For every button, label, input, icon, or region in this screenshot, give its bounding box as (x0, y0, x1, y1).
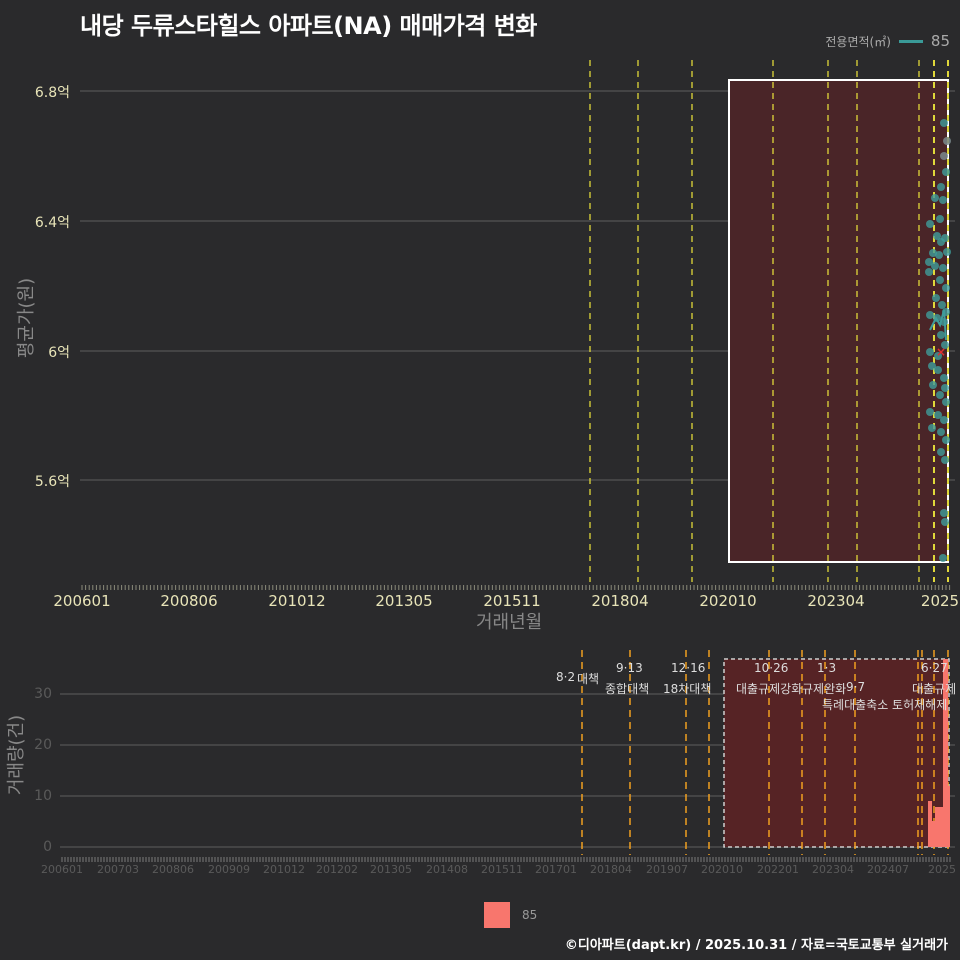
policy-annotation-date: 12·16 (671, 661, 706, 675)
volume-bars (928, 659, 950, 847)
y-tick-label: 0 (43, 839, 52, 855)
policy-lines (589, 60, 949, 582)
scatter-points-grey (940, 137, 951, 160)
x-tick-label: 202304 (807, 592, 865, 610)
x-tick-label: 201511 (483, 592, 541, 610)
x-tick-label: 2025 (928, 863, 956, 876)
policy-annotation-date: 10·26 (754, 661, 789, 675)
price-scatter-chart: × (80, 60, 955, 590)
x-tick-label: 201804 (591, 592, 649, 610)
x-tick-label: 200601 (53, 592, 111, 610)
y-tick-label: 5.6억 (34, 474, 70, 490)
policy-annotation-label: 종합대책 (605, 682, 650, 696)
x-tick-label: 201804 (590, 863, 632, 876)
x-minor-ticks (81, 585, 951, 590)
x-tick-label: 201305 (375, 592, 433, 610)
policy-annotation-label: 18차대책 (663, 682, 712, 696)
y-axis-title: 평균가(원) (16, 277, 37, 359)
x-tick-label: 200806 (152, 863, 194, 876)
y-axis-title: 거래량(건) (6, 714, 27, 796)
policy-annotation-label: 특례대출축소 토허제해제 (822, 698, 948, 712)
x-tick-label: 202010 (701, 863, 743, 876)
highlight-period-box (723, 658, 950, 848)
volume-legend: 85 (484, 902, 537, 928)
x-tick-label: 201907 (646, 863, 688, 876)
legend-value: 85 (522, 908, 538, 922)
source-credit: ©디아파트(dapt.kr) / 2025.10.31 / 자료=국토교통부 실… (564, 938, 948, 953)
policy-annotation-date: 9·13 (616, 661, 643, 675)
y-tick-label: 10 (34, 788, 52, 804)
x-tick-label: 201202 (316, 863, 358, 876)
policy-annotation-date: 1·3 (817, 661, 837, 675)
x-tick-label: 202407 (867, 863, 909, 876)
x-tick-label: 201408 (426, 863, 468, 876)
trend-line (929, 309, 947, 341)
x-tick-label: 202010 (699, 592, 757, 610)
highlight-marker-x-icon: × (936, 345, 946, 359)
x-tick-label: 201012 (263, 863, 305, 876)
legend-value: 85 (930, 32, 950, 50)
legend-title: 전용면적(㎡) (825, 34, 891, 49)
x-tick-label: 200806 (160, 592, 218, 610)
chart-title: 내당 두류스타힐스 아파트(NA) 매매가격 변화 (80, 12, 537, 40)
scatter-points (925, 119, 951, 562)
y-tick-label: 20 (34, 737, 52, 753)
volume-bar-chart (60, 650, 955, 862)
policy-annotation-date: 9·7 (846, 680, 866, 694)
highlight-period-box (728, 79, 949, 563)
x-minor-ticks (61, 857, 951, 862)
policy-annotation-label: 규제완화 (802, 682, 847, 696)
x-tick-label: 201012 (268, 592, 326, 610)
x-tick-label: 202201 (757, 863, 799, 876)
x-tick-label: 201511 (481, 863, 523, 876)
x-axis-title: 거래년월 (476, 612, 543, 633)
x-tick-label: 201305 (370, 863, 412, 876)
legend-line-icon (898, 39, 923, 43)
legend-swatch-icon (484, 902, 510, 928)
area-legend: 전용면적(㎡) 85 (825, 32, 950, 50)
policy-annotation-label: 대출규제강화 (736, 682, 803, 696)
x-tick-label: 200909 (208, 863, 250, 876)
y-tick-label: 30 (34, 686, 52, 702)
x-tick-label: 201701 (535, 863, 577, 876)
y-tick-label: 6억 (48, 345, 70, 361)
policy-annotation-label: 대출규제 (912, 682, 957, 696)
x-tick-label: 200703 (97, 863, 139, 876)
y-tick-label: 6.8억 (34, 85, 70, 101)
x-tick-label: 202304 (812, 863, 854, 876)
x-tick-label: 200601 (41, 863, 83, 876)
x-tick-label: 2025 (920, 592, 960, 610)
policy-annotation-date: 8·2 (556, 670, 576, 684)
policy-annotation-label: 대책 (577, 672, 600, 686)
y-tick-label: 6.4억 (34, 215, 70, 231)
policy-annotation-date: 6·27 (921, 661, 948, 675)
